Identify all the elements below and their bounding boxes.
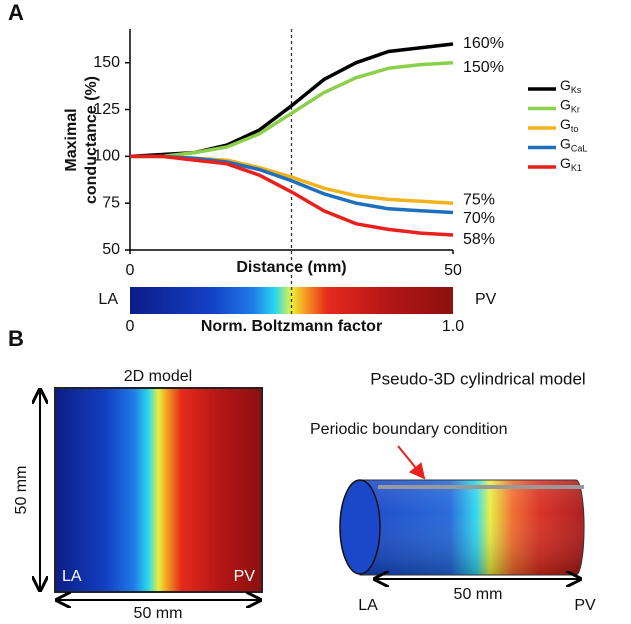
- cylinder-shade: [359, 479, 585, 576]
- dimension-label: 50 mm: [134, 605, 183, 622]
- region-label: PV: [234, 568, 256, 585]
- x-axis-label: Distance (mm): [236, 259, 346, 276]
- colorbar-end-label: PV: [475, 291, 497, 308]
- colorbar-tick-label: 1.0: [442, 318, 464, 335]
- end-label: 58%: [463, 231, 495, 248]
- colorbar-end-label: LA: [98, 291, 118, 308]
- model-3d: [339, 479, 585, 576]
- region-label: PV: [574, 597, 596, 614]
- y-tick-label: 50: [102, 241, 120, 258]
- dimension-label: 50 mm: [13, 466, 30, 515]
- dimension-label: 50 mm: [454, 586, 503, 603]
- model-2d: [54, 387, 263, 593]
- colorbar-tick-label: 0: [126, 318, 135, 335]
- y-tick-label: 100: [93, 148, 120, 165]
- end-label: 75%: [463, 191, 495, 208]
- x-tick-label: 50: [444, 262, 462, 279]
- y-tick-label: 75: [102, 194, 120, 211]
- x-tick-label: 0: [126, 262, 135, 279]
- legend-label: GK1: [560, 155, 582, 174]
- model-title: 2D model: [124, 368, 192, 385]
- panel-label: B: [8, 326, 24, 351]
- y-axis-label: Maximal: [63, 108, 80, 171]
- y-axis-label: conductance (%): [83, 76, 100, 204]
- series-line: [130, 60, 454, 159]
- annotation-arrow: [397, 445, 426, 480]
- end-label: 160%: [463, 35, 504, 52]
- y-tick-label: 125: [93, 101, 120, 118]
- end-label: 150%: [463, 59, 504, 76]
- cylinder-end: [339, 479, 381, 575]
- end-label: 70%: [463, 210, 495, 227]
- annotation: Periodic boundary condition: [310, 421, 507, 438]
- colorbar-label: Norm. Boltzmann factor: [201, 318, 382, 335]
- legend-label: GKr: [560, 96, 580, 115]
- panel-label: A: [8, 0, 24, 25]
- model-title: Pseudo-3D cylindrical model: [370, 369, 585, 388]
- region-label: LA: [358, 597, 378, 614]
- region-label: LA: [62, 568, 82, 585]
- legend-label: GKs: [560, 77, 582, 96]
- series-line: [130, 154, 454, 237]
- legend-label: GCaL: [560, 135, 587, 154]
- y-tick-label: 150: [93, 54, 120, 71]
- legend-label: Gto: [560, 116, 578, 135]
